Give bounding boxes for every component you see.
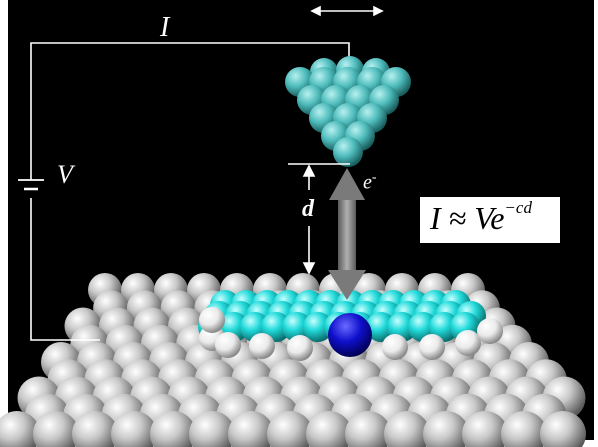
distance-label: d — [302, 196, 314, 222]
hydrogen-atom — [215, 332, 241, 358]
substrate-atom — [462, 411, 508, 447]
substrate-atom — [384, 411, 430, 447]
substrate-atom — [111, 411, 157, 447]
formula-box: I ≈ Ve−cd — [420, 197, 560, 243]
carbon-atom — [366, 312, 396, 342]
substrate-atom — [0, 411, 40, 447]
formula-exponent: −cd — [504, 198, 532, 218]
distance-arrow-icon — [288, 163, 350, 275]
tip-atom — [333, 137, 363, 167]
carbon-atom — [282, 312, 312, 342]
substrate-atom — [423, 411, 469, 447]
substrate-atom — [501, 411, 547, 447]
hydrogen-atom — [249, 333, 275, 359]
electron-symbol: e — [363, 171, 372, 194]
substrate-atom — [72, 411, 118, 447]
substrate-atom — [150, 411, 196, 447]
tunneling-formula: I ≈ Ve−cd — [430, 198, 532, 237]
battery-icon — [18, 179, 44, 191]
hydrogen-atom — [287, 335, 313, 361]
carbon-atom — [261, 312, 291, 342]
hydrogen-atom — [477, 318, 503, 344]
electron-label: e- — [363, 170, 377, 195]
hydrogen-atom — [419, 334, 445, 360]
double-arrow-icon — [310, 5, 384, 17]
substrate-atom — [540, 411, 586, 447]
substrate-atom — [267, 411, 313, 447]
substrate-atom — [228, 411, 274, 447]
substrate-atom — [306, 411, 352, 447]
hydrogen-atom — [382, 334, 408, 360]
substrate-atom — [189, 411, 235, 447]
stm-tip — [285, 56, 411, 167]
electron-charge: - — [371, 170, 377, 185]
formula-lhs: I ≈ Ve — [430, 200, 505, 236]
substrate-atom — [33, 411, 79, 447]
hydrogen-atom — [455, 330, 481, 356]
molecule — [198, 290, 503, 361]
hydrogen-atom — [199, 307, 225, 333]
voltage-label: V — [57, 160, 73, 189]
carbon-atom — [303, 312, 333, 342]
tunneling-arrow-icon — [328, 168, 366, 300]
carbon-atom — [429, 312, 459, 342]
substrate-atom — [345, 411, 391, 447]
nitrogen-atom — [328, 313, 372, 357]
current-label: I — [160, 12, 170, 43]
